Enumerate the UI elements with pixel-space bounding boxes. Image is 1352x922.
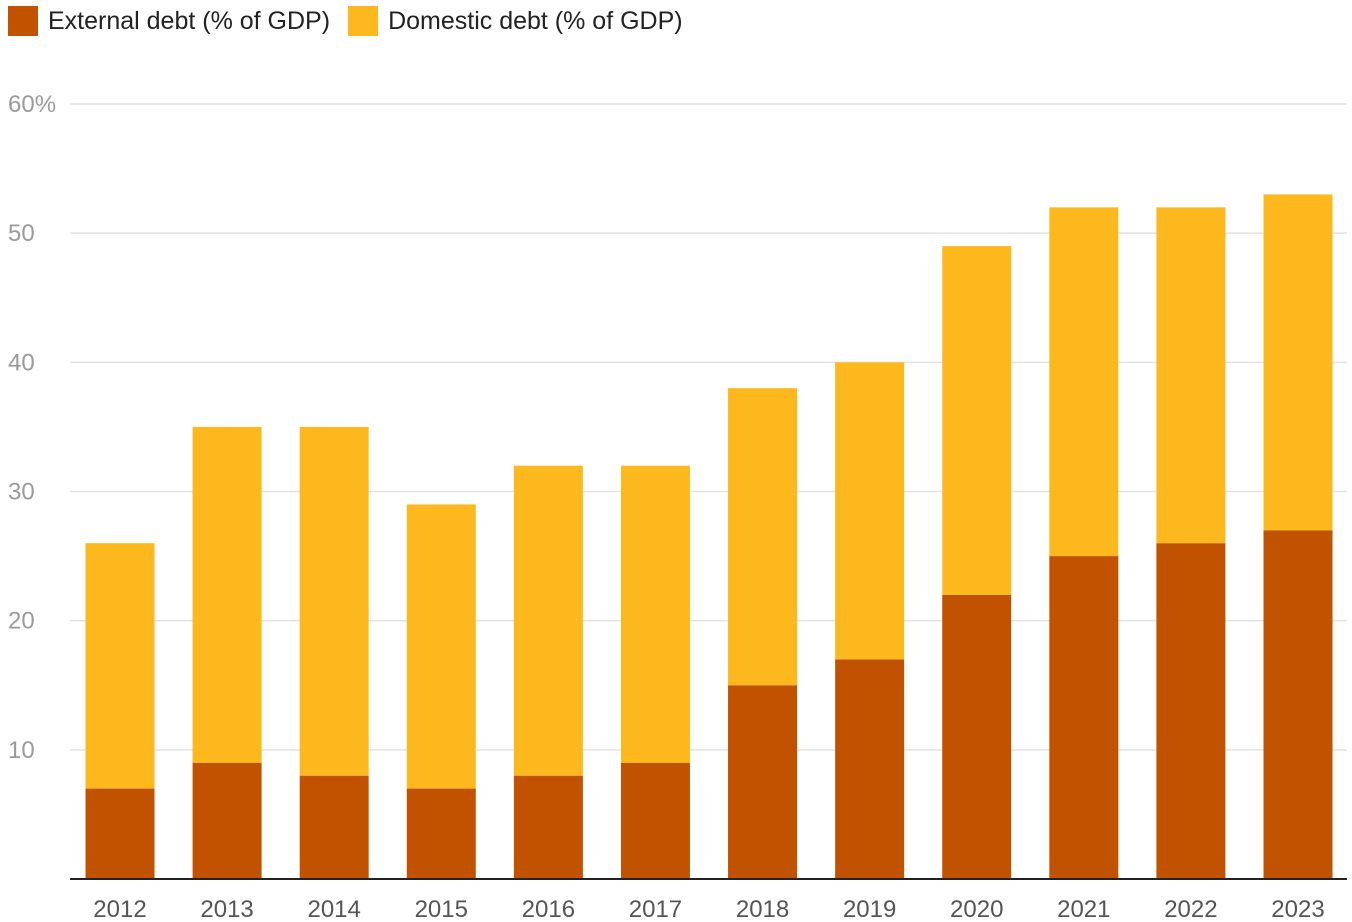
bar-domestic-2013 [192, 426, 262, 763]
legend-item-external-debt: External debt (% of GDP) [8, 6, 330, 36]
bar-external-2015 [406, 788, 476, 879]
legend-item-domestic-debt: Domestic debt (% of GDP) [348, 6, 683, 36]
bar-domestic-2014 [299, 426, 369, 776]
bar-domestic-2012 [85, 543, 155, 789]
x-tick-label: 2017 [629, 896, 682, 922]
x-tick-label: 2016 [522, 896, 575, 922]
bar-domestic-2021 [1049, 207, 1119, 557]
x-tick-label: 2014 [307, 896, 360, 922]
x-tick-label: 2022 [1164, 896, 1217, 922]
bar-domestic-2023 [1263, 194, 1333, 531]
legend-label-external-debt: External debt (% of GDP) [48, 6, 331, 35]
y-tick-label: 40 [8, 349, 35, 376]
bar-external-2018 [728, 685, 798, 879]
bar-domestic-2022 [1156, 207, 1226, 544]
y-tick-label: 30 [8, 479, 35, 506]
bar-domestic-2018 [728, 388, 798, 686]
x-tick-label: 2020 [950, 896, 1003, 922]
legend-swatch-external-debt [8, 6, 38, 36]
bar-domestic-2017 [620, 465, 690, 763]
x-tick-label: 2019 [843, 896, 896, 922]
bar-external-2014 [299, 775, 369, 879]
x-tick-label: 2015 [415, 896, 468, 922]
bar-external-2013 [192, 762, 262, 879]
bar-external-2017 [620, 762, 690, 879]
bar-domestic-2016 [513, 465, 583, 776]
x-tick-label: 2023 [1271, 896, 1324, 922]
legend-label-domestic-debt: Domestic debt (% of GDP) [388, 6, 683, 35]
y-tick-label: 50 [8, 220, 35, 247]
y-tick-label: 10 [8, 737, 35, 764]
x-tick-label: 2018 [736, 896, 789, 922]
bar-external-2012 [85, 788, 155, 879]
legend: External debt (% of GDP) Domestic debt (… [8, 4, 683, 38]
bar-external-2023 [1263, 530, 1333, 879]
bar-external-2022 [1156, 543, 1226, 879]
bar-external-2021 [1049, 556, 1119, 879]
bar-external-2020 [942, 594, 1012, 879]
bar-domestic-2019 [835, 362, 905, 660]
bar-domestic-2015 [406, 504, 476, 789]
x-tick-label: 2012 [93, 896, 146, 922]
bar-domestic-2020 [942, 246, 1012, 595]
y-tick-label: 20 [8, 608, 35, 635]
x-tick-label: 2021 [1057, 896, 1110, 922]
x-tick-label: 2013 [200, 896, 253, 922]
y-tick-label: 60% [8, 91, 56, 118]
bar-external-2019 [835, 659, 905, 879]
bar-external-2016 [513, 775, 583, 879]
legend-swatch-domestic-debt [348, 6, 379, 36]
